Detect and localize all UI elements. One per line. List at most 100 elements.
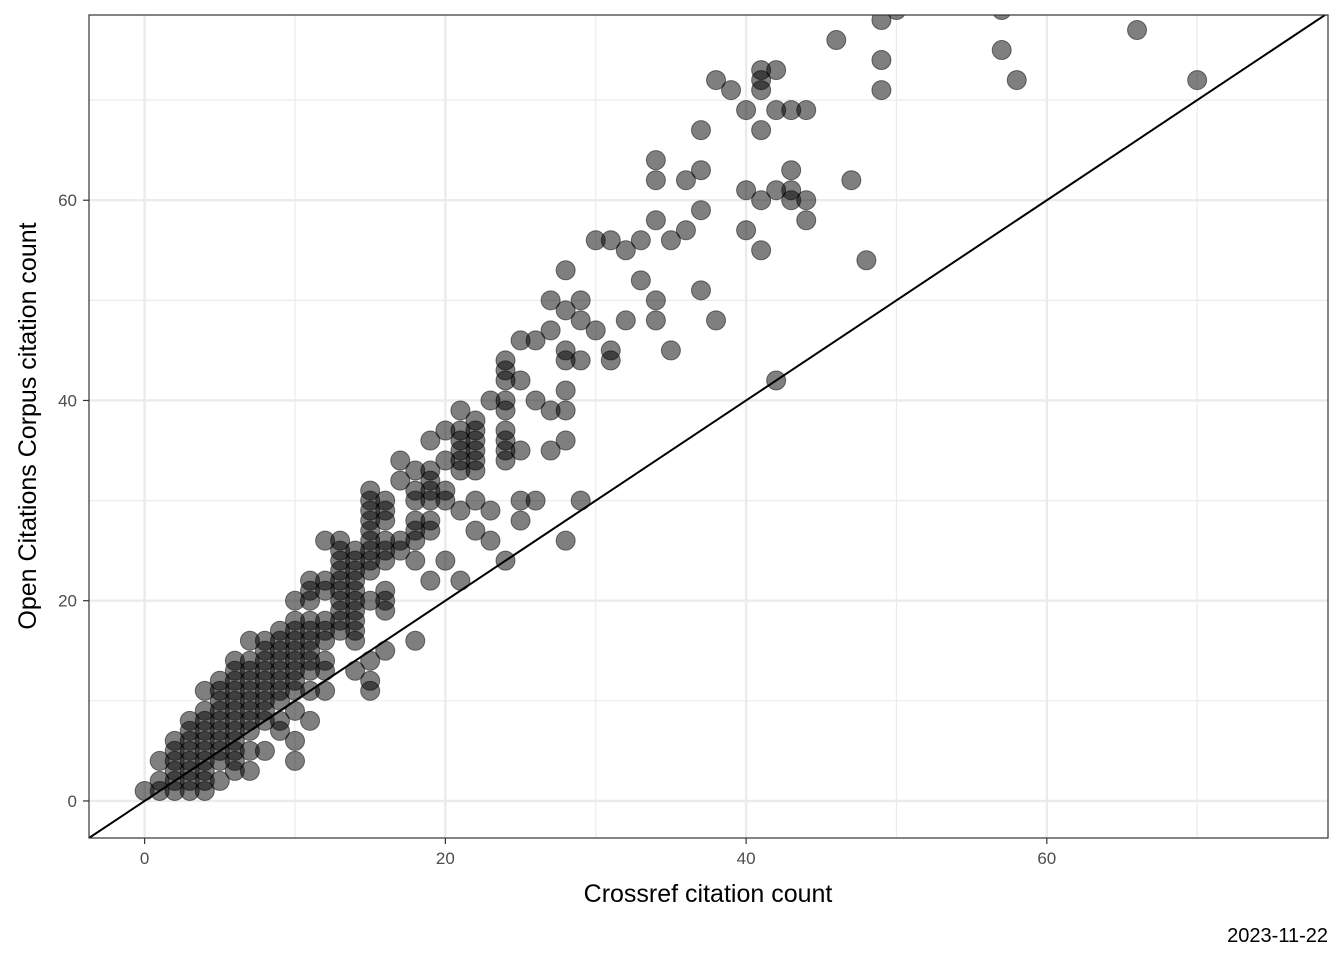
data-point (510, 510, 531, 531)
data-point (315, 650, 336, 671)
data-point (254, 740, 275, 761)
data-point (209, 770, 230, 791)
data-point (690, 160, 711, 181)
major-gridlines (89, 15, 1328, 838)
data-point (330, 530, 351, 551)
data-point (480, 500, 501, 521)
data-point (991, 40, 1012, 61)
data-point (555, 300, 576, 321)
data-point (239, 760, 260, 781)
data-point (887, 15, 906, 20)
data-point (435, 480, 456, 501)
data-point (645, 210, 666, 231)
data-point (375, 580, 396, 601)
data-point (630, 270, 651, 291)
data-point (781, 160, 802, 181)
data-point (600, 230, 621, 251)
data-point (660, 230, 681, 251)
data-point (615, 310, 636, 331)
data-point (480, 530, 501, 551)
data-point (450, 400, 471, 421)
data-point (993, 15, 1011, 20)
data-point (1127, 20, 1148, 41)
data-point (495, 420, 516, 441)
data-point (555, 530, 576, 551)
data-point (645, 310, 666, 331)
data-point (871, 50, 892, 71)
data-point (585, 320, 606, 341)
data-point (766, 60, 787, 81)
data-point (1006, 70, 1027, 91)
data-point (450, 500, 471, 521)
data-point (690, 200, 711, 221)
data-point (555, 430, 576, 451)
y-tick-label: 60 (58, 191, 77, 210)
x-tick-label: 0 (140, 849, 149, 868)
x-tick-label: 40 (737, 849, 756, 868)
data-point (796, 190, 817, 211)
data-point (555, 400, 576, 421)
data-point (796, 210, 817, 231)
data-point (284, 750, 305, 771)
data-point (645, 150, 666, 171)
x-axis-title: Crossref citation count (584, 880, 833, 908)
data-point (660, 340, 681, 361)
data-point (420, 570, 441, 591)
data-point (555, 380, 576, 401)
data-point (751, 190, 772, 211)
data-point (706, 70, 727, 91)
data-point (510, 440, 531, 461)
data-point (615, 240, 636, 261)
data-point (690, 120, 711, 141)
data-point (856, 250, 877, 271)
data-points (134, 15, 1208, 801)
data-point (600, 340, 621, 361)
x-axis-ticks: 0 20 40 60 (140, 838, 1056, 868)
data-point (721, 80, 742, 101)
data-point (570, 310, 591, 331)
data-point (435, 550, 456, 571)
data-point (420, 510, 441, 531)
data-point (390, 470, 411, 491)
data-point (360, 480, 381, 501)
data-point (300, 710, 321, 731)
data-point (390, 450, 411, 471)
data-point (495, 390, 516, 411)
y-tick-label: 40 (58, 391, 77, 410)
data-point (465, 410, 486, 431)
identity-reference-line (89, 15, 1327, 838)
data-point (675, 220, 696, 241)
data-point (465, 490, 486, 511)
data-point (781, 180, 802, 201)
data-point (420, 430, 441, 451)
data-point (706, 310, 727, 331)
data-point (420, 460, 441, 481)
x-tick-label: 60 (1037, 849, 1056, 868)
data-point (570, 350, 591, 371)
data-point (555, 260, 576, 281)
y-axis-title: Open Citations Corpus citation count (14, 222, 42, 629)
data-point (525, 330, 546, 351)
data-point (751, 120, 772, 141)
data-point (555, 340, 576, 361)
data-point (510, 370, 531, 391)
data-point (871, 80, 892, 101)
data-point (826, 30, 847, 51)
data-point (284, 730, 305, 751)
data-point (736, 100, 757, 121)
data-point (736, 220, 757, 241)
data-point (465, 520, 486, 541)
data-point (405, 630, 426, 651)
data-point (540, 290, 561, 311)
data-point (540, 440, 561, 461)
data-point (375, 490, 396, 511)
data-point (736, 180, 757, 201)
data-point (495, 350, 516, 371)
data-point (360, 670, 381, 691)
plot-panel-border (88, 14, 1329, 839)
data-point (540, 320, 561, 341)
data-point (405, 550, 426, 571)
data-point (796, 100, 817, 121)
data-point (675, 170, 696, 191)
y-tick-label: 0 (68, 792, 77, 811)
